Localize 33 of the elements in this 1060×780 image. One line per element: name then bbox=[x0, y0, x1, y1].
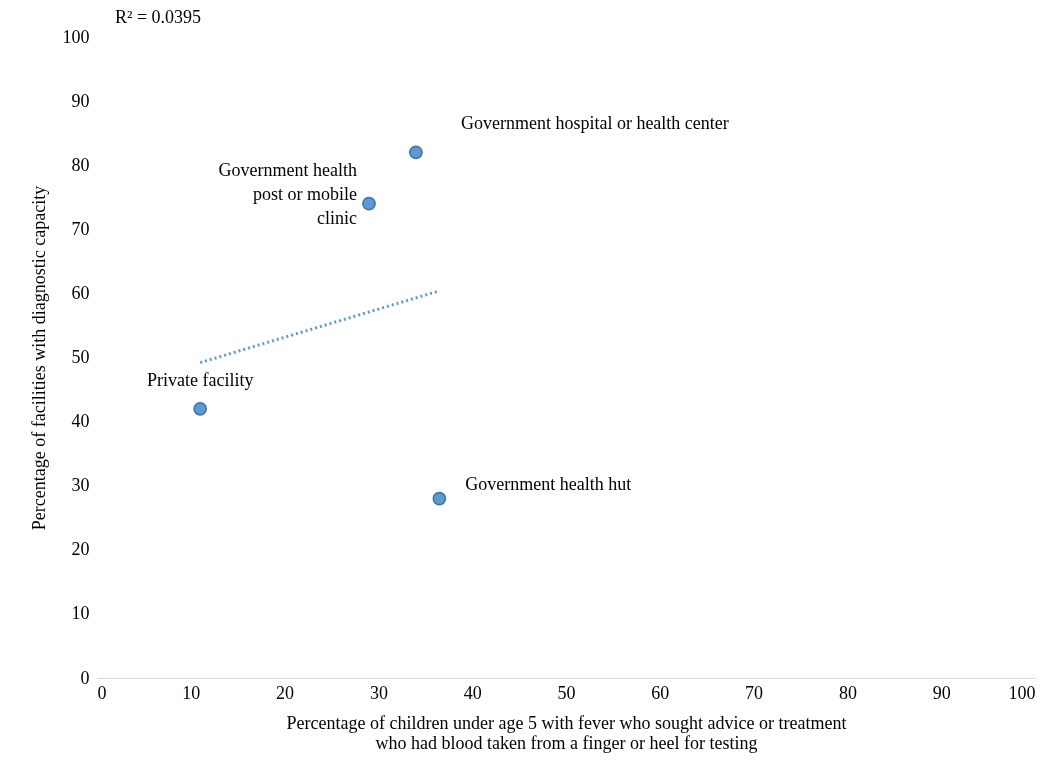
y-tick-label: 10 bbox=[71, 603, 90, 624]
x-tick-label: 60 bbox=[651, 682, 670, 703]
y-tick-label: 90 bbox=[71, 90, 90, 111]
x-tick-label: 80 bbox=[838, 682, 857, 703]
x-tick-label: 10 bbox=[182, 682, 201, 703]
point bbox=[409, 145, 423, 160]
annotation: Government hospital or health center bbox=[460, 113, 729, 134]
point bbox=[362, 196, 376, 211]
y-tick-label: 70 bbox=[71, 218, 90, 239]
y-tick-label: 60 bbox=[71, 282, 90, 303]
x-tick-label: 90 bbox=[932, 682, 951, 703]
y-tick-label: 40 bbox=[71, 411, 90, 432]
point bbox=[432, 491, 447, 506]
x-axis-title: Percentage of children under age 5 with fever who sought advice or treatment who had blood taken from a finger or heel for testing bbox=[286, 712, 847, 753]
x-tick-label: 20 bbox=[276, 682, 295, 703]
annotation: Private facility bbox=[146, 369, 254, 390]
annotation: Government health post or mobile clinic bbox=[218, 159, 358, 228]
y-tick-label: 50 bbox=[71, 347, 90, 367]
y-tick-label: 20 bbox=[71, 539, 90, 560]
x-tick-label: 0 bbox=[97, 682, 107, 703]
point bbox=[193, 401, 208, 416]
x-tick-label: 100 bbox=[1008, 682, 1036, 703]
x-tick-label: 70 bbox=[745, 682, 764, 703]
annotation: Government health hut bbox=[465, 473, 632, 494]
text: R² = 0.0395 bbox=[115, 7, 202, 27]
y-axis-title: Percentage of facilities with diagnostic capacity bbox=[28, 185, 49, 531]
x-tick-label: 40 bbox=[463, 682, 482, 703]
y-tick-label: 30 bbox=[71, 475, 90, 496]
y-tick-label: 0 bbox=[80, 667, 90, 688]
x-tick-label: 30 bbox=[369, 682, 388, 703]
y-tick-label: 80 bbox=[71, 154, 90, 175]
y-tick-label: 100 bbox=[62, 26, 90, 47]
x-tick-label: 50 bbox=[557, 682, 576, 703]
